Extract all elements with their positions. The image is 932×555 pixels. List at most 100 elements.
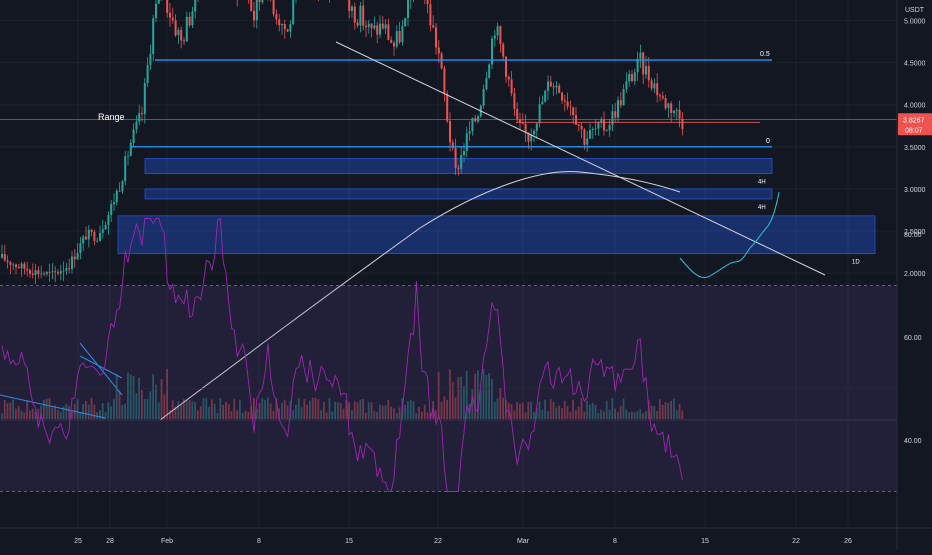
volume-bar: [535, 408, 538, 419]
volume-bar: [603, 411, 605, 419]
volume-bar: [365, 412, 367, 419]
volume-bar: [594, 404, 597, 419]
candle-body: [577, 124, 580, 126]
volume-bar: [362, 398, 364, 419]
candle-body: [45, 271, 48, 275]
candle-body: [191, 11, 194, 26]
volume-bar: [521, 402, 524, 419]
volume-bar: [29, 410, 31, 419]
candle-body: [54, 271, 57, 273]
volume-bar: [633, 412, 636, 419]
volume-bar: [40, 405, 42, 419]
volume-bar: [538, 401, 541, 419]
candle-body: [34, 270, 37, 275]
volume-bar: [110, 406, 112, 419]
volume-bar: [292, 410, 294, 419]
candle-body: [26, 268, 29, 271]
candle-body: [283, 23, 286, 30]
candle-body: [59, 271, 62, 274]
candle-body: [107, 215, 110, 226]
candle-body: [141, 113, 143, 115]
volume-bar: [129, 374, 132, 419]
volume-bar: [143, 398, 146, 419]
volume-bar: [381, 405, 384, 419]
volume-bar: [281, 402, 283, 419]
volume-bar: [516, 401, 518, 419]
volume-bar: [255, 408, 258, 419]
volume-bar: [477, 370, 479, 419]
candle-body: [12, 264, 15, 266]
candle-body: [656, 83, 659, 96]
candle-body: [524, 123, 527, 133]
volume-bar: [317, 399, 320, 419]
volume-bar: [71, 411, 73, 419]
volume-bar: [202, 398, 205, 419]
candle-body: [505, 56, 507, 77]
candle-body: [544, 90, 547, 102]
candle-body: [115, 190, 118, 203]
candle-body: [20, 263, 23, 269]
volume-bar: [664, 401, 667, 419]
volume-bar: [275, 398, 278, 419]
volume-bar: [519, 403, 521, 419]
volume-bar: [3, 400, 6, 419]
candle-body: [538, 104, 541, 124]
volume-bar: [12, 399, 14, 419]
volume-bar: [239, 399, 241, 419]
volume-bar: [589, 404, 591, 419]
volume-bar: [185, 400, 188, 419]
volume-bar: [169, 410, 171, 419]
time-tick-label: Mar: [517, 538, 530, 545]
candle-body: [3, 254, 6, 261]
volume-bar: [90, 397, 93, 419]
candle-body: [566, 101, 569, 107]
candle-body: [82, 236, 85, 244]
volume-bar: [121, 405, 124, 419]
volume-bar: [163, 394, 166, 419]
candle-body: [183, 40, 185, 42]
volume-bar: [496, 398, 499, 419]
candle-body: [132, 129, 135, 143]
volume-bar: [446, 399, 448, 419]
candle-body: [589, 130, 591, 139]
rsi-pane: [0, 217, 897, 492]
candle-body: [597, 122, 600, 129]
volume-bar: [491, 378, 493, 419]
volume-bar: [625, 409, 628, 419]
rsi-tick-label: 80.00: [904, 232, 922, 239]
volume-bar: [62, 406, 65, 419]
zone-label: 4H: [758, 180, 766, 186]
volume-bar: [639, 409, 642, 419]
volume-bar: [85, 400, 87, 419]
time-tick-label: 28: [106, 538, 114, 545]
candle-body: [398, 31, 401, 43]
candle-body: [258, 0, 261, 3]
volume-bar: [353, 401, 356, 419]
candle-body: [555, 85, 558, 88]
candle-body: [449, 121, 451, 143]
volume-bar: [586, 400, 588, 419]
candle-body: [384, 24, 387, 29]
candle-body: [127, 155, 129, 157]
candle-body: [180, 29, 183, 41]
volume-bar: [309, 400, 311, 419]
rsi-tick-label: 60.00: [904, 335, 922, 342]
volume-bar: [269, 403, 272, 419]
volume-bar: [423, 404, 426, 419]
volume-bar: [241, 413, 244, 419]
candle-body: [533, 130, 535, 135]
volume-bar: [31, 408, 34, 419]
volume-bar: [9, 402, 12, 419]
volume-bar: [118, 391, 121, 419]
candle-body: [85, 236, 87, 240]
candle-body: [286, 29, 289, 32]
price-tick-label: 3.0000: [904, 187, 926, 194]
volume-bar: [591, 402, 594, 419]
volume-bar: [155, 384, 157, 419]
candle-body: [681, 118, 684, 130]
volume-bar: [561, 408, 563, 419]
candle-body: [129, 142, 132, 156]
